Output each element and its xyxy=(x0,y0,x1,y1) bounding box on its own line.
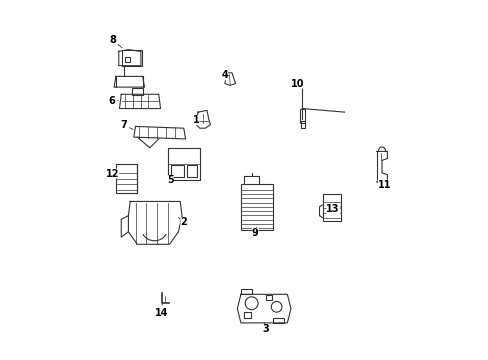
Text: 6: 6 xyxy=(108,96,118,106)
Text: 1: 1 xyxy=(192,115,200,125)
Bar xyxy=(124,57,130,62)
Text: 3: 3 xyxy=(262,323,269,334)
Bar xyxy=(132,88,142,95)
Text: 2: 2 xyxy=(178,217,187,227)
Text: 5: 5 xyxy=(166,175,173,185)
Text: 8: 8 xyxy=(109,35,122,48)
Text: 11: 11 xyxy=(377,180,390,190)
Bar xyxy=(299,109,305,123)
Text: 4: 4 xyxy=(221,70,228,80)
Bar xyxy=(241,289,251,294)
Bar xyxy=(167,148,200,180)
Bar xyxy=(300,121,304,128)
Text: 9: 9 xyxy=(251,227,258,238)
Bar xyxy=(116,164,137,193)
Text: 10: 10 xyxy=(290,78,304,89)
Bar xyxy=(241,184,272,230)
Text: 7: 7 xyxy=(120,120,133,130)
Text: 14: 14 xyxy=(155,303,168,318)
Bar xyxy=(272,318,283,323)
Bar xyxy=(122,50,142,66)
Text: 13: 13 xyxy=(325,204,340,214)
Bar xyxy=(244,312,250,318)
Bar xyxy=(186,165,197,177)
Bar xyxy=(171,165,183,177)
Bar xyxy=(265,296,272,300)
Text: 12: 12 xyxy=(105,168,119,179)
Bar xyxy=(323,194,340,221)
